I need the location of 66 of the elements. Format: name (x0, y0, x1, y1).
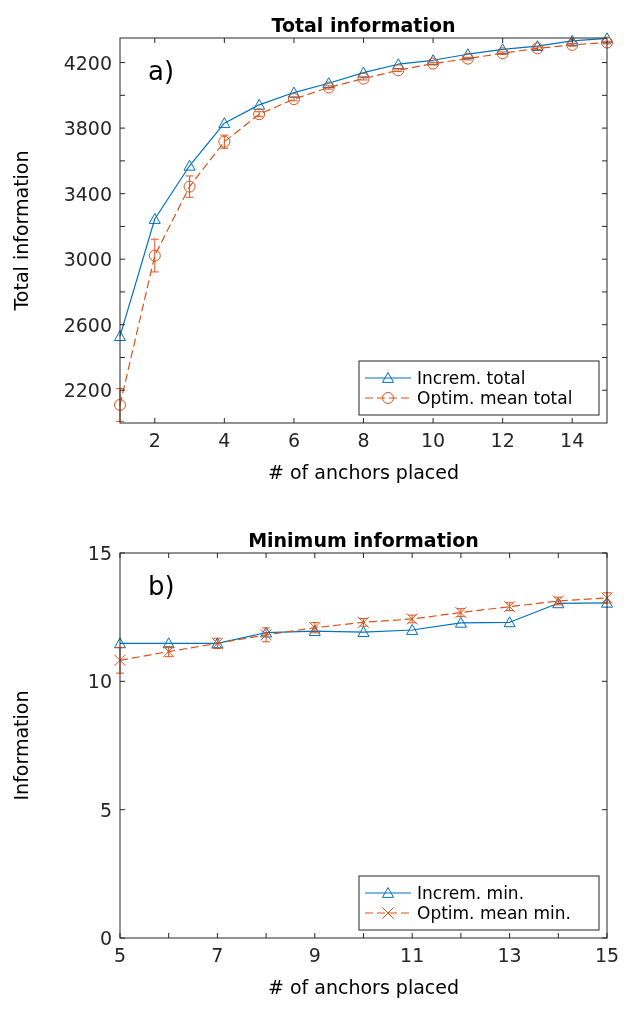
point (427, 57, 440, 70)
point (148, 213, 161, 224)
point (253, 98, 266, 110)
y-tick-label: 2200 (63, 379, 112, 402)
point (357, 72, 370, 85)
x-tick-label: 7 (211, 944, 224, 966)
point (322, 77, 335, 89)
point (114, 398, 126, 411)
x-tick-label: 4 (218, 429, 231, 451)
point (496, 47, 509, 60)
point (357, 66, 370, 78)
legend-label: Optim. mean min. (417, 903, 572, 923)
point (601, 36, 613, 49)
x-tick-label: 15 (594, 944, 620, 966)
point (454, 616, 467, 628)
chart-title: Total information (271, 14, 456, 36)
x-axis-title: # of anchors placed (267, 976, 460, 998)
y-tick-label: 3000 (63, 248, 112, 271)
point (148, 249, 161, 262)
chart-title: Minimum information (248, 529, 479, 551)
point (503, 616, 516, 628)
legend-label: Optim. mean total (417, 388, 573, 408)
point (218, 117, 231, 129)
x-tick-label: 14 (560, 429, 585, 451)
point (114, 330, 126, 342)
x-tick-label: 13 (497, 944, 522, 966)
x-tick-label: 8 (357, 429, 370, 451)
y-tick-label: 3400 (63, 182, 112, 205)
point (183, 180, 196, 193)
x-tick-label: 11 (400, 944, 425, 966)
point (114, 637, 126, 649)
x-tick-label: 12 (490, 429, 515, 451)
point (461, 52, 474, 65)
y-tick-label: 4200 (63, 51, 112, 74)
point (392, 64, 405, 77)
y-axis-title: Total information (10, 150, 32, 312)
point (601, 32, 613, 44)
legend-label: Increm. min. (417, 883, 525, 903)
annotation: a) (148, 56, 175, 86)
x-tick-label: 10 (420, 429, 446, 451)
y-tick-label: 2600 (63, 313, 112, 336)
x-tick-label: 5 (113, 944, 127, 966)
y-tick-label: 15 (87, 542, 112, 564)
x-axis-title: # of anchors placed (267, 461, 460, 483)
y-axis-title: Information (10, 690, 32, 801)
legend-label: Increm. total (417, 368, 526, 388)
x-tick-label: 2 (148, 429, 161, 451)
point (287, 86, 300, 98)
y-tick-label: 0 (99, 927, 112, 949)
x-tick-label: 9 (308, 944, 321, 966)
point (461, 48, 474, 60)
x-tick-label: 6 (287, 429, 300, 451)
point (114, 654, 126, 667)
y-tick-label: 5 (99, 798, 112, 821)
point (162, 637, 175, 649)
point (406, 624, 419, 635)
annotation: b) (148, 571, 175, 601)
point (566, 34, 579, 46)
y-tick-label: 3800 (63, 117, 112, 140)
point (496, 43, 509, 55)
point (183, 159, 196, 171)
point (322, 81, 335, 94)
y-tick-label: 10 (87, 670, 112, 693)
point (566, 38, 579, 51)
point (287, 93, 300, 106)
point (357, 626, 370, 637)
